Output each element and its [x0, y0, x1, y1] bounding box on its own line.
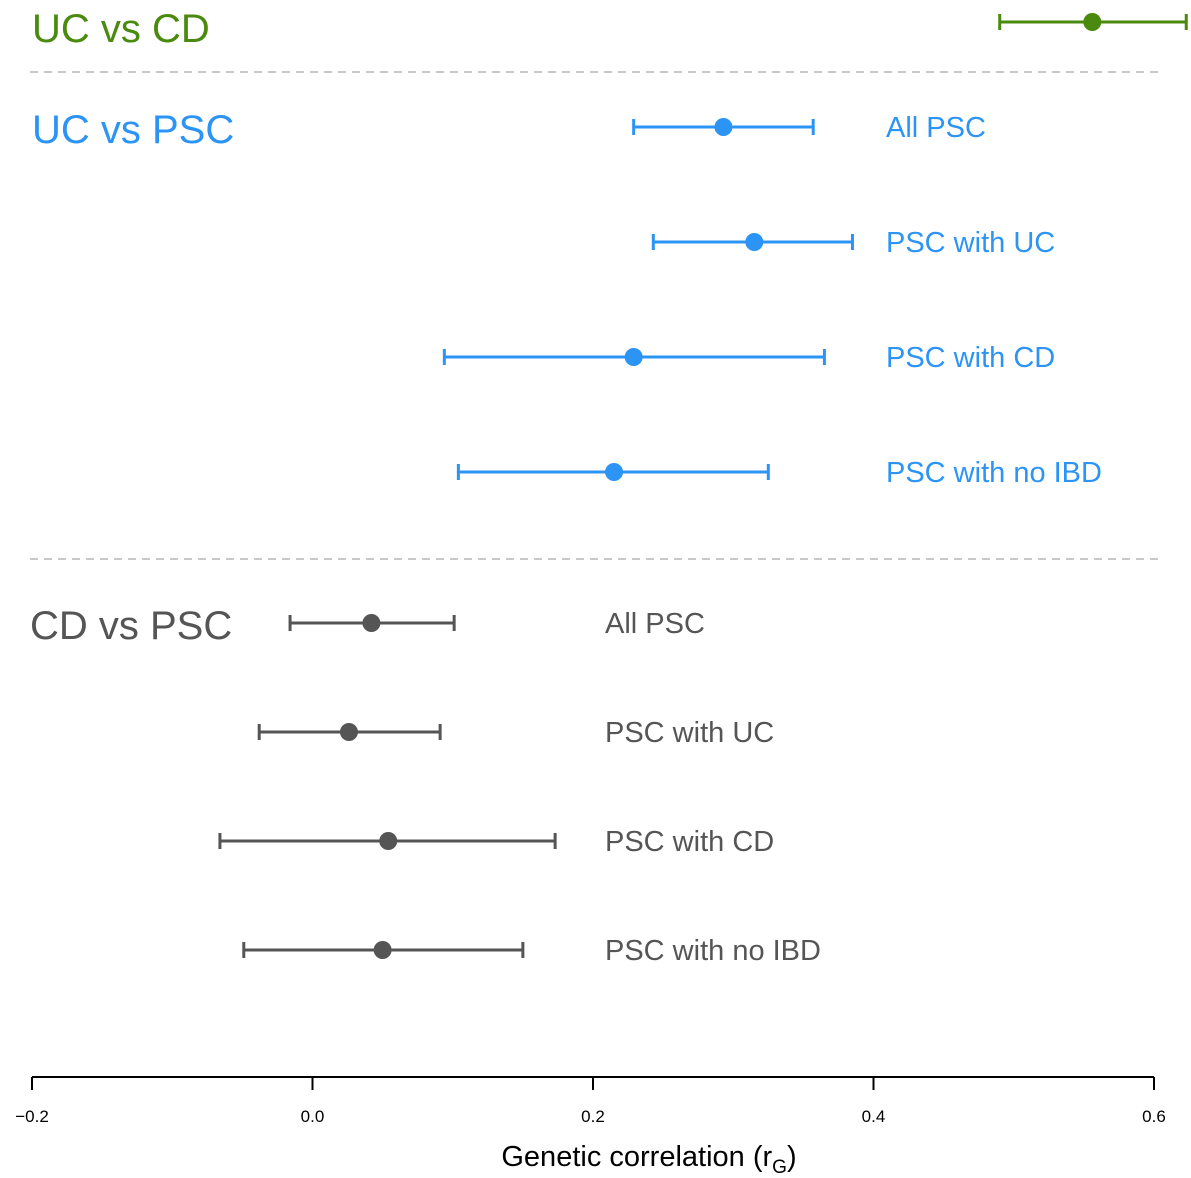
row-label-g2-r1: All PSC [886, 112, 986, 144]
row-label-g3-r2: PSC with UC [605, 717, 774, 749]
estimate-point-g1-r1 [1083, 13, 1102, 31]
estimate-point-g3-r2 [339, 723, 358, 741]
estimate-point-g2-r3 [624, 348, 643, 366]
x-tick-label-3: 0.2 [581, 1107, 605, 1126]
group-title-3: CD vs PSC [30, 604, 232, 648]
estimate-point-g3-r4 [373, 941, 392, 959]
row-label-g2-r3: PSC with CD [886, 342, 1055, 374]
row-label-g3-r1: All PSC [605, 608, 705, 640]
estimate-point-g2-r1 [714, 118, 733, 136]
row-label-g3-r4: PSC with no IBD [605, 935, 821, 967]
x-tick-label-5: 0.6 [1142, 1107, 1166, 1126]
group-title-1: UC vs CD [32, 7, 210, 51]
x-tick-label-2: 0.0 [301, 1107, 325, 1126]
estimate-point-g3-r1 [362, 614, 381, 632]
row-label-g3-r3: PSC with CD [605, 826, 774, 858]
x-tick-label-1: −0.2 [15, 1107, 49, 1126]
estimate-point-g2-r2 [745, 233, 764, 251]
row-label-g2-r4: PSC with no IBD [886, 457, 1102, 489]
x-axis-label: Genetic correlation (rG) [501, 1141, 796, 1178]
x-tick-label-4: 0.4 [862, 1107, 886, 1126]
estimate-point-g3-r3 [379, 832, 398, 850]
estimate-point-g2-r4 [605, 463, 624, 481]
row-label-g2-r2: PSC with UC [886, 227, 1055, 259]
group-title-2: UC vs PSC [32, 108, 234, 152]
